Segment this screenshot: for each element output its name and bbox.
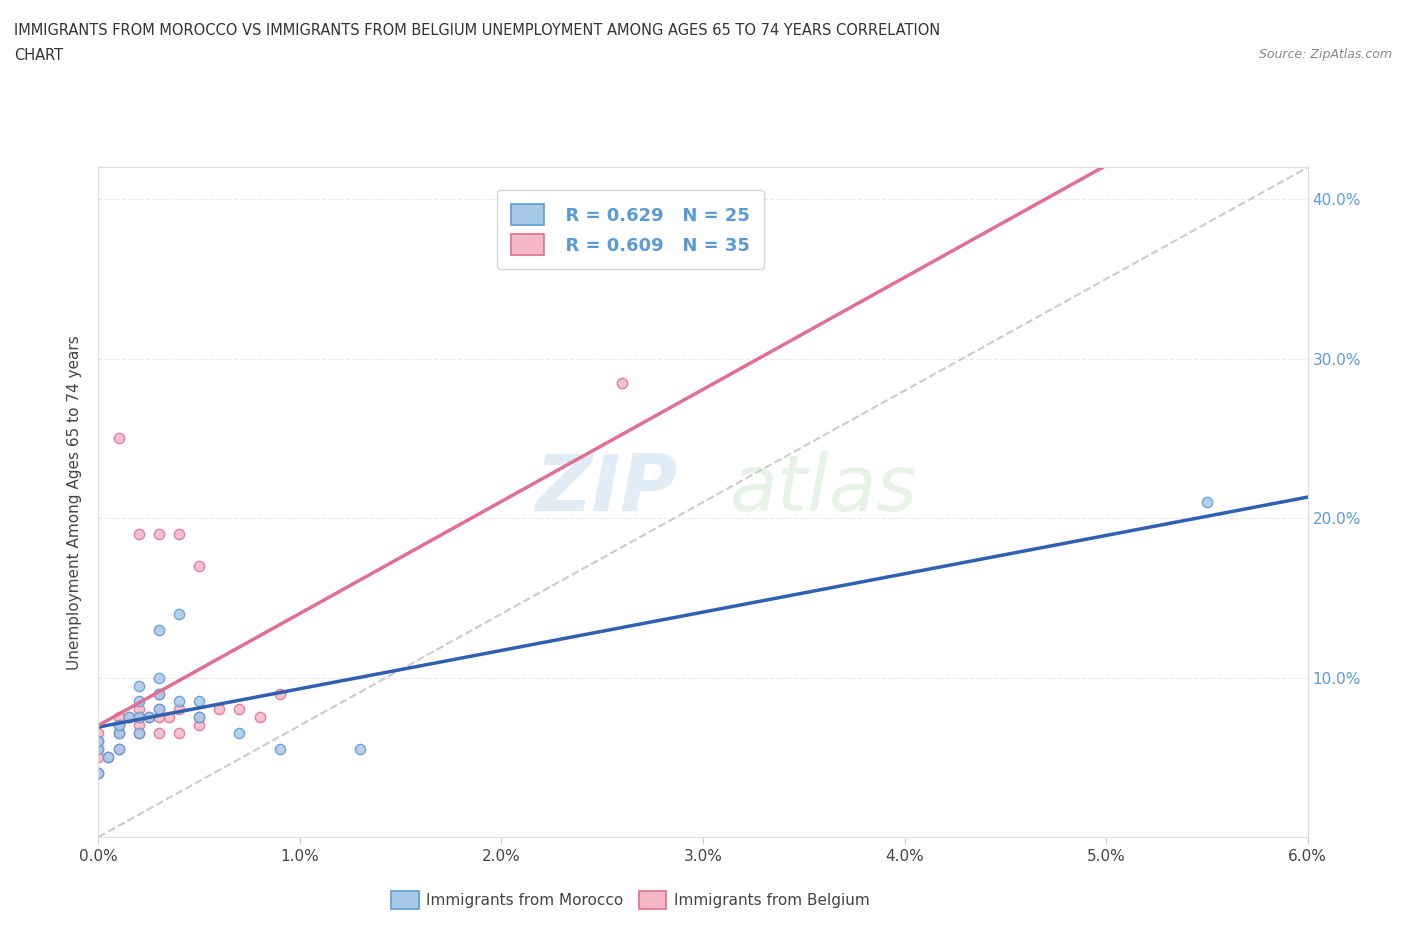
Point [128,702,150,717]
Point [87,750,110,764]
Point [349,742,371,757]
Point [167,702,190,717]
Point [97,750,120,764]
Point [167,526,190,541]
Point [128,726,150,741]
Point [107,431,129,445]
Text: CHART: CHART [14,48,63,63]
Text: Source: ZipAtlas.com: Source: ZipAtlas.com [1258,48,1392,61]
Point [269,742,291,757]
Point [118,710,141,724]
Point [148,726,170,741]
Text: atlas: atlas [730,451,918,526]
Point [157,710,180,724]
Point [107,726,129,741]
Point [87,726,110,741]
Legend: Immigrants from Morocco, Immigrants from Belgium: Immigrants from Morocco, Immigrants from… [384,884,877,916]
Point [87,742,110,757]
Point [148,686,170,701]
Point [148,686,170,701]
Point [167,606,190,621]
Point [188,710,211,724]
Point [188,694,211,709]
Point [148,622,170,637]
Point [87,734,110,749]
Point [148,526,170,541]
Point [118,710,141,724]
Point [148,702,170,717]
Point [87,765,110,780]
Point [167,726,190,741]
Point [208,702,231,717]
Point [128,718,150,733]
Point [128,710,150,724]
Point [148,671,170,685]
Text: ZIP: ZIP [536,451,678,526]
Point [138,710,160,724]
Point [188,559,211,574]
Point [87,734,110,749]
Point [107,742,129,757]
Point [188,710,211,724]
Point [167,694,190,709]
Point [87,765,110,780]
Point [107,726,129,741]
Point [107,742,129,757]
Point [228,726,250,741]
Point [188,718,211,733]
Point [269,686,291,701]
Point [138,710,160,724]
Point [128,526,150,541]
Point [148,702,170,717]
Point [87,742,110,757]
Point [97,750,120,764]
Point [128,726,150,741]
Point [128,710,150,724]
Point [107,718,129,733]
Point [1195,495,1218,510]
Point [107,718,129,733]
Point [249,710,271,724]
Point [612,375,634,390]
Y-axis label: Unemployment Among Ages 65 to 74 years: Unemployment Among Ages 65 to 74 years [67,335,83,670]
Point [128,678,150,693]
Text: IMMIGRANTS FROM MOROCCO VS IMMIGRANTS FROM BELGIUM UNEMPLOYMENT AMONG AGES 65 TO: IMMIGRANTS FROM MOROCCO VS IMMIGRANTS FR… [14,23,941,38]
Point [128,694,150,709]
Point [228,702,250,717]
Point [148,710,170,724]
Point [107,710,129,724]
